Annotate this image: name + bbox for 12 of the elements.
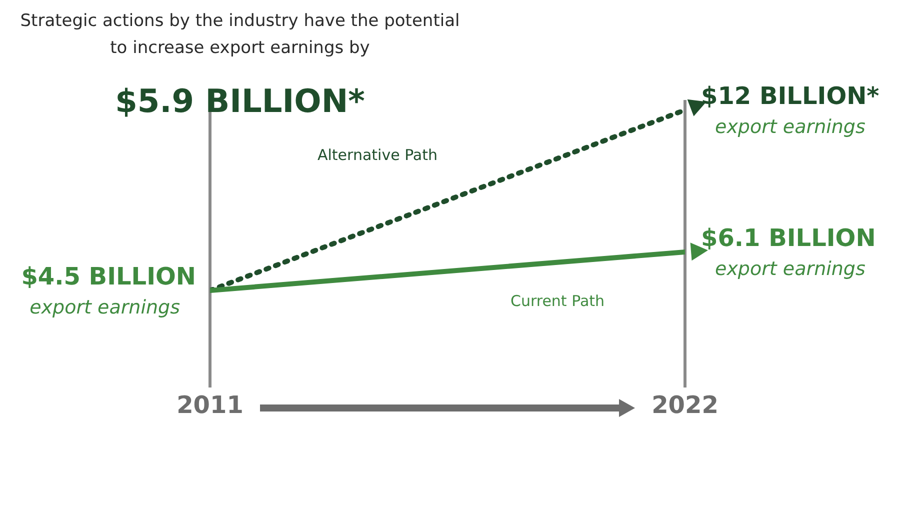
data-label: $4.5 BILLION [21,262,196,291]
data-label: $12 BILLION* [701,82,880,110]
chart-subtitle: $5.9 BILLION* [114,82,366,120]
x-tick-label: 2011 [176,391,244,420]
data-label: $6.1 BILLION [701,224,876,252]
x-tick-label: 2022 [652,391,718,420]
chart-title: Strategic actions by the industry have the potential to increase export earnings by [20,10,460,60]
text: export earnings [715,258,866,280]
text: export earnings [715,116,866,138]
text: export earnings [30,296,180,318]
text: Alternative Path [317,146,438,164]
series-label: Current Path [510,292,605,310]
